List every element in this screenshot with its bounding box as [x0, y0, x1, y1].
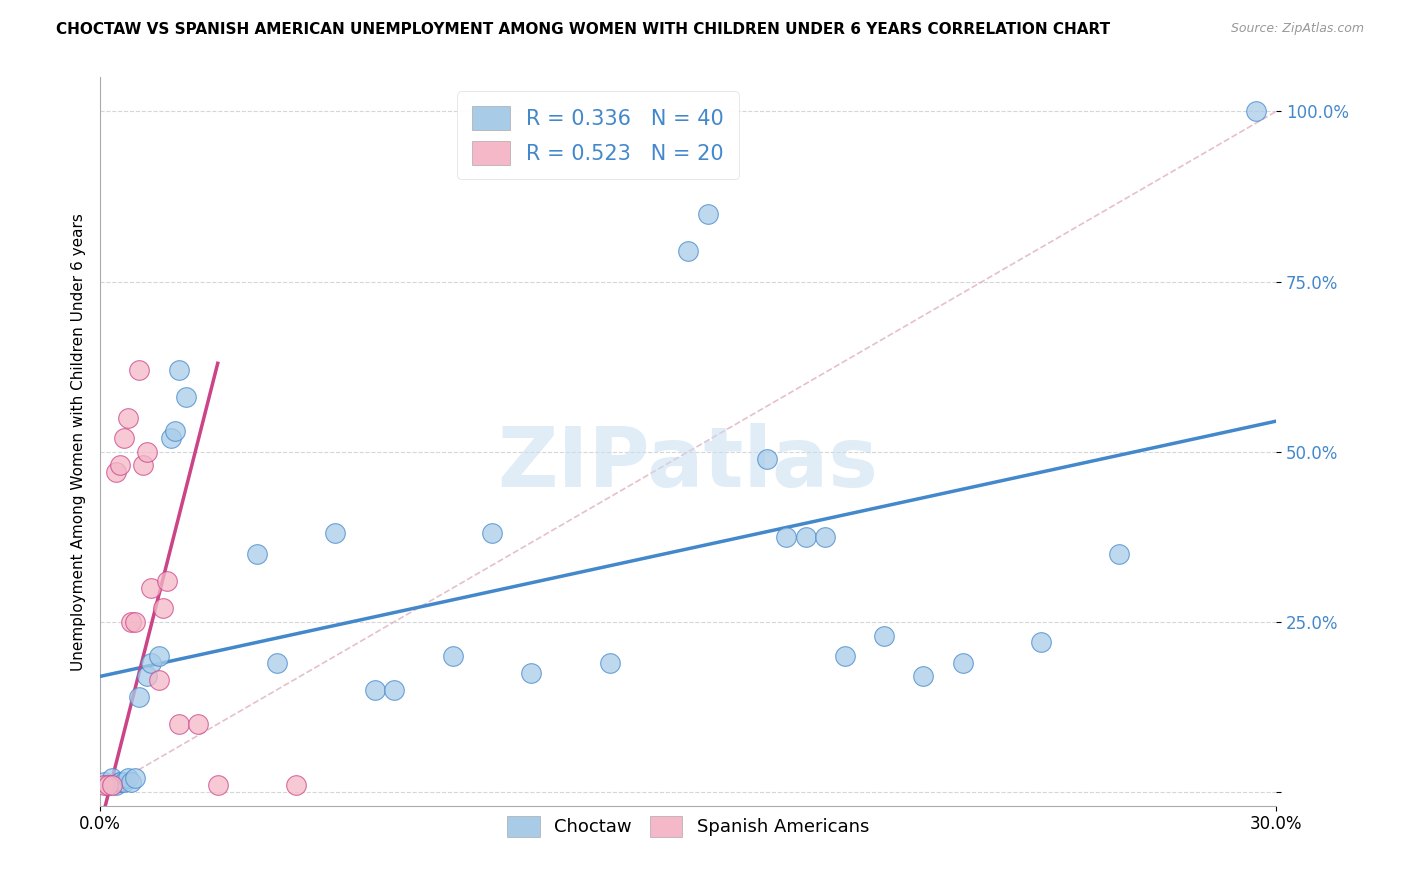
Point	[152, 601, 174, 615]
Point	[121, 775, 143, 789]
Point	[108, 775, 131, 789]
Point	[481, 526, 503, 541]
Point	[132, 458, 155, 473]
Point	[323, 526, 346, 541]
Y-axis label: Unemployment Among Women with Children Under 6 years: Unemployment Among Women with Children U…	[72, 212, 86, 671]
Point	[246, 547, 269, 561]
Text: ZIPatlas: ZIPatlas	[498, 423, 879, 504]
Point	[93, 778, 115, 792]
Point	[139, 581, 162, 595]
Point	[156, 574, 179, 588]
Point	[117, 772, 139, 786]
Point	[112, 775, 135, 789]
Point	[124, 772, 146, 786]
Point	[136, 669, 159, 683]
Text: Source: ZipAtlas.com: Source: ZipAtlas.com	[1230, 22, 1364, 36]
Point	[148, 673, 170, 687]
Point	[187, 717, 209, 731]
Point	[136, 444, 159, 458]
Legend: Choctaw, Spanish Americans: Choctaw, Spanish Americans	[501, 809, 876, 844]
Point	[266, 656, 288, 670]
Point	[104, 778, 127, 792]
Point	[873, 628, 896, 642]
Point	[441, 648, 464, 663]
Point	[159, 431, 181, 445]
Point	[176, 390, 198, 404]
Point	[814, 530, 837, 544]
Point	[952, 656, 974, 670]
Point	[101, 772, 124, 786]
Point	[696, 206, 718, 220]
Point	[148, 648, 170, 663]
Point	[167, 363, 190, 377]
Point	[1108, 547, 1130, 561]
Point	[775, 530, 797, 544]
Point	[382, 683, 405, 698]
Point	[128, 690, 150, 704]
Point	[117, 410, 139, 425]
Point	[1029, 635, 1052, 649]
Point	[207, 778, 229, 792]
Point	[285, 778, 308, 792]
Point	[163, 425, 186, 439]
Point	[128, 363, 150, 377]
Point	[97, 778, 120, 792]
Point	[121, 615, 143, 629]
Point	[794, 530, 817, 544]
Text: CHOCTAW VS SPANISH AMERICAN UNEMPLOYMENT AMONG WOMEN WITH CHILDREN UNDER 6 YEARS: CHOCTAW VS SPANISH AMERICAN UNEMPLOYMENT…	[56, 22, 1111, 37]
Point	[167, 717, 190, 731]
Point	[755, 451, 778, 466]
Point	[97, 778, 120, 792]
Point	[139, 656, 162, 670]
Point	[101, 778, 124, 792]
Point	[108, 775, 131, 789]
Point	[124, 615, 146, 629]
Point	[834, 648, 856, 663]
Point	[93, 775, 115, 789]
Point	[599, 656, 621, 670]
Point	[363, 683, 385, 698]
Point	[676, 244, 699, 258]
Point	[112, 431, 135, 445]
Point	[104, 465, 127, 479]
Point	[520, 665, 543, 680]
Point	[912, 669, 935, 683]
Point	[1246, 104, 1268, 119]
Point	[108, 458, 131, 473]
